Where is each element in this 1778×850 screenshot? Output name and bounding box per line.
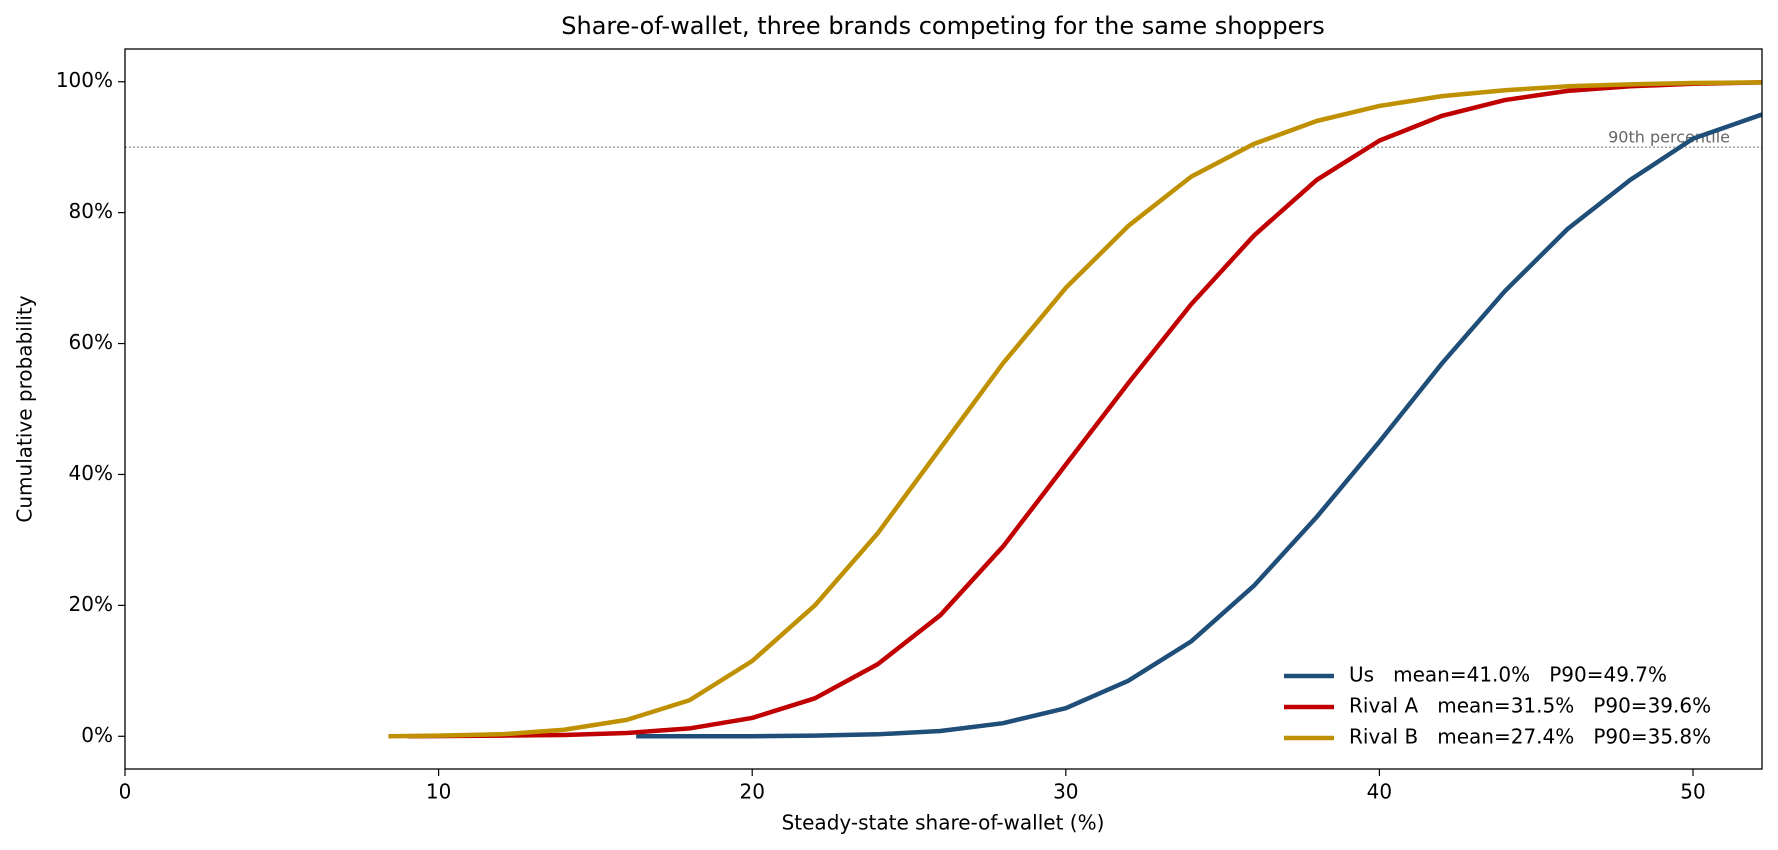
- y-axis-title: Cumulative probability: [13, 295, 37, 522]
- series-line: [407, 80, 1762, 739]
- series-line: [636, 112, 1762, 739]
- y-tick-label: 100%: [56, 68, 113, 92]
- legend-label: Rival B mean=27.4% P90=35.8%: [1349, 725, 1711, 749]
- reference-label: 90th percentile: [1608, 128, 1730, 147]
- x-tick-label: 20: [739, 780, 764, 804]
- x-tick-label: 50: [1680, 780, 1705, 804]
- plot-frame: [124, 48, 1763, 770]
- x-axis-title: Steady-state share-of-wallet (%): [782, 811, 1105, 835]
- y-tick-label: 80%: [69, 199, 113, 223]
- x-tick-label: 40: [1367, 780, 1392, 804]
- chart-title: Share-of-wallet, three brands competing …: [561, 12, 1325, 40]
- y-tick-label: 20%: [69, 592, 113, 616]
- y-tick-label: 40%: [69, 461, 113, 485]
- series-line: [388, 80, 1762, 739]
- legend-label: Rival A mean=31.5% P90=39.6%: [1349, 694, 1711, 718]
- x-tick-label: 0: [119, 780, 132, 804]
- legend: Us mean=41.0% P90=49.7% Rival A mean=31.5…: [1284, 663, 1711, 749]
- x-tick-label: 30: [1053, 780, 1078, 804]
- y-tick-label: 60%: [69, 330, 113, 354]
- x-tick-label: 10: [426, 780, 451, 804]
- y-tick-label: 0%: [81, 723, 113, 747]
- legend-label: Us mean=41.0% P90=49.7%: [1349, 663, 1667, 687]
